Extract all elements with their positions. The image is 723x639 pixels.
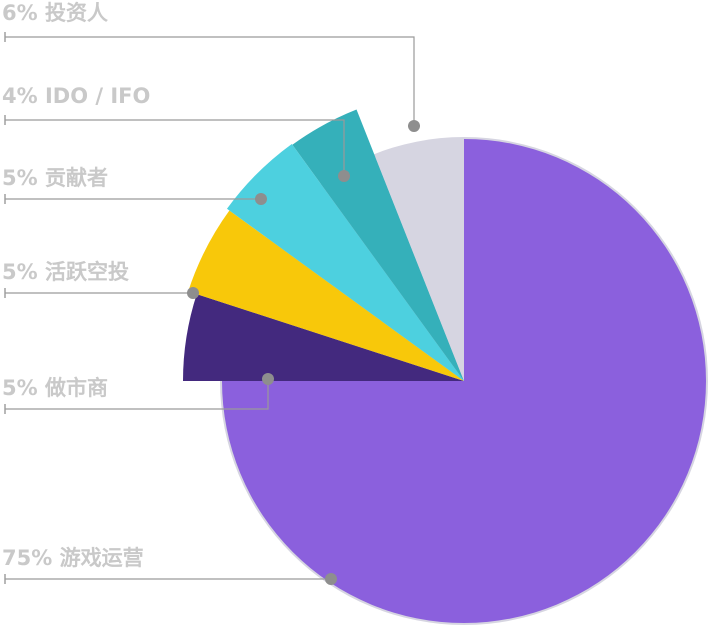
callout-4: 5% 贡献者: [2, 166, 267, 205]
pie-slice-4: [226, 143, 464, 381]
callout-6: 6% 投资人: [2, 1, 420, 132]
pie-slice-5: [292, 109, 464, 381]
pie-slice-3: [188, 210, 464, 381]
callout-1: 75% 游戏运营: [2, 546, 337, 585]
leader-dot-5: [338, 170, 350, 182]
leader-line-2: [5, 379, 269, 410]
slice-label-5: 4% IDO / IFO: [2, 84, 150, 108]
pie-slice-2: [183, 294, 464, 381]
callout-5: 4% IDO / IFO: [2, 84, 350, 182]
slice-label-2: 5% 做市商: [2, 376, 108, 400]
slice-label-1: 75% 游戏运营: [2, 546, 144, 570]
pie-slices: [183, 109, 706, 623]
leader-line-5: [5, 119, 345, 176]
callout-2: 5% 做市商: [2, 373, 274, 414]
callout-3: 5% 活跃空投: [2, 260, 199, 299]
leader-dot-2: [262, 373, 274, 385]
pie-slice-6: [375, 140, 464, 381]
leader-dot-3: [187, 287, 199, 299]
leader-dot-1: [325, 573, 337, 585]
leader-dot-6: [408, 120, 420, 132]
leader-line-6: [5, 36, 415, 126]
slice-label-3: 5% 活跃空投: [2, 260, 129, 284]
leader-dot-4: [255, 193, 267, 205]
pie-callouts: 75% 游戏运营 5% 做市商 5% 活跃空投 5% 贡献者 4% IDO / IFO 6…: [2, 1, 420, 585]
slice-label-6: 6% 投资人: [2, 1, 108, 25]
slice-label-4: 5% 贡献者: [2, 166, 108, 190]
